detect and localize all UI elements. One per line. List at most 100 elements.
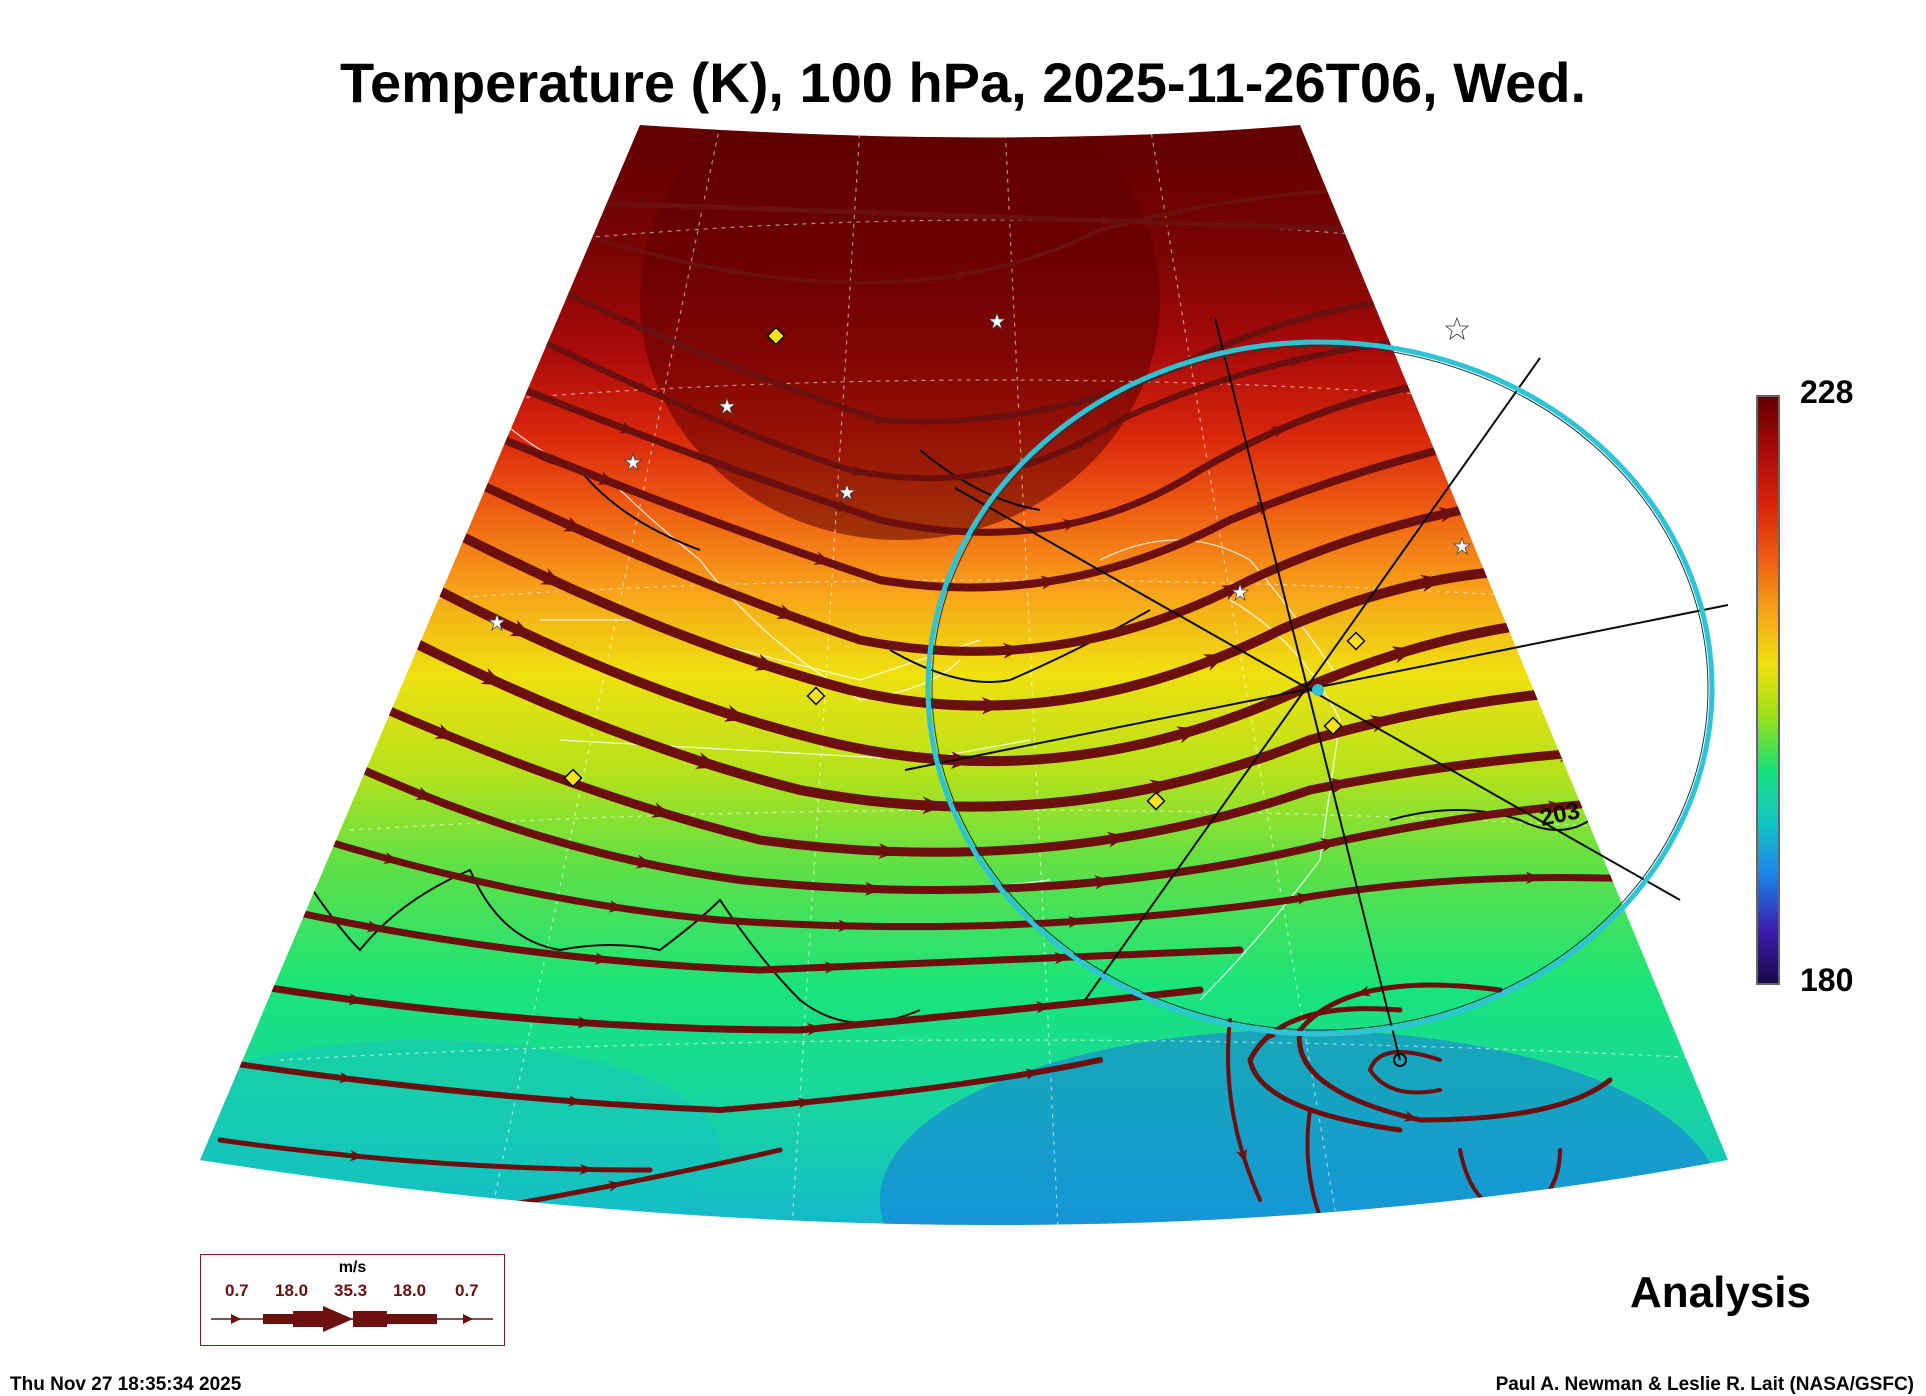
- star-marker: [1230, 582, 1250, 602]
- streamline-arrowhead: [1420, 574, 1444, 592]
- streamline-arrowhead: [1220, 584, 1243, 601]
- streamline-arrowhead: [1403, 1110, 1419, 1122]
- star-marker: [987, 311, 1007, 331]
- streamline-arrowhead: [1094, 875, 1113, 890]
- streamline-arrowhead: [864, 881, 883, 896]
- streamline-arrowhead: [1074, 438, 1090, 450]
- streamline-arrowhead: [568, 1095, 583, 1107]
- warm-core: [640, 125, 1160, 540]
- streamline-arrowhead: [651, 802, 673, 818]
- streamline-arrowhead: [1175, 206, 1191, 218]
- star-marker: [487, 612, 507, 632]
- streamline-arrowhead: [383, 851, 400, 864]
- legend-value: 0.7: [455, 1281, 479, 1300]
- streamline-arrowhead: [619, 421, 636, 434]
- timestamp: Thu Nov 27 18:35:34 2025: [10, 1374, 242, 1395]
- streamline-arrowhead: [695, 752, 719, 769]
- streamline-arrowhead: [594, 952, 611, 965]
- streamline-arrowhead: [1062, 519, 1079, 532]
- streamline-arrowhead: [1255, 502, 1275, 516]
- streamline-arrowhead: [349, 1150, 364, 1162]
- streamline-arrowhead: [1100, 214, 1115, 226]
- legend-arrow-scale: [211, 1306, 493, 1332]
- cool-region: [200, 1040, 720, 1225]
- diamond-marker: [766, 326, 786, 346]
- streamline-arrowhead: [1356, 985, 1372, 997]
- vortex-ring-inner: [931, 345, 1709, 1031]
- streamline-arrowhead: [577, 1016, 594, 1029]
- colorbar-max-label: 228: [1800, 374, 1854, 410]
- streamline-arrowhead: [1330, 222, 1345, 235]
- streamline-arrowhead: [366, 920, 383, 933]
- streamline-arrowhead: [1391, 646, 1416, 664]
- streamline-arrowhead: [1054, 951, 1070, 965]
- streamline-arrowhead: [348, 993, 365, 1006]
- streamline-arrowhead: [922, 796, 945, 815]
- map-title: Temperature (K), 100 hPa, 2025-11-26T06,…: [339, 51, 1587, 114]
- streamline-arrowhead: [1236, 1147, 1247, 1164]
- streamline-arrowhead: [838, 919, 854, 932]
- streamline-arrowhead: [434, 723, 456, 739]
- streamline-arrowhead: [870, 206, 885, 218]
- streamline-arrowhead: [723, 704, 748, 722]
- streamline-arrowhead: [563, 516, 585, 532]
- legend-value: 0.7: [225, 1281, 249, 1300]
- streamline-arrowhead: [776, 603, 798, 619]
- streamline-arrowhead: [950, 751, 973, 769]
- star-marker: [837, 482, 857, 502]
- site-diamond-markers: [563, 326, 1366, 811]
- low-center-marker: [1393, 1053, 1407, 1067]
- streamline-arrowhead: [981, 696, 1004, 715]
- streamline-arrowhead: [1438, 507, 1460, 523]
- streamline-arrowhead: [480, 668, 504, 686]
- site-star-markers: [487, 311, 1472, 632]
- streamline-arrowhead: [1035, 1001, 1052, 1014]
- analysis-label: Analysis: [1630, 1268, 1811, 1317]
- streamline-arrowhead: [607, 1180, 623, 1192]
- streamline-arrowhead: [813, 551, 833, 565]
- streamline-arrowhead: [1176, 726, 1200, 744]
- wind-speed-legend: m/s 0.7 18.0 35.3 18.0 0.7: [200, 1254, 505, 1346]
- streamline-arrowhead: [754, 653, 778, 671]
- credit: Paul A. Newman & Leslie R. Lait (NASA/GS…: [1495, 1374, 1914, 1395]
- streamline-arrowhead: [540, 568, 564, 586]
- streamline-arrowhead: [797, 1097, 812, 1109]
- legend-value: 35.3: [334, 1281, 368, 1300]
- colorbar: [1756, 395, 1780, 985]
- streamline-arrowhead: [1106, 831, 1128, 848]
- streamline-arrowhead: [608, 900, 625, 913]
- diamond-marker: [1346, 631, 1366, 651]
- streamline-arrowhead: [1025, 1068, 1040, 1080]
- streamline-arrowhead: [1270, 426, 1288, 439]
- streamline-arrowhead: [1547, 800, 1566, 815]
- streamline-arrowhead: [339, 1072, 354, 1084]
- streamline-arrowhead: [640, 198, 655, 210]
- colorbar-min-label: 180: [1800, 962, 1854, 998]
- streamline-arrowhead: [1262, 1027, 1278, 1042]
- streamline-arrowhead: [851, 464, 866, 477]
- streamline-arrowhead: [726, 264, 742, 276]
- streamline-arrowhead: [1320, 838, 1339, 852]
- star-marker: [623, 452, 643, 472]
- streamline-arrowhead: [1296, 892, 1313, 905]
- vortex-ring: [925, 339, 1715, 1037]
- streamline-arrowhead: [1203, 654, 1227, 671]
- cold-region: [880, 1030, 1720, 1225]
- streamline-arrowhead: [955, 269, 971, 282]
- star-marker: [1452, 536, 1472, 556]
- streamline-arrowhead: [1067, 915, 1084, 929]
- legend-unit: m/s: [338, 1259, 367, 1276]
- streamline-arrowhead: [415, 786, 435, 800]
- ring-center-marker: [1312, 684, 1324, 696]
- streamline-arrowhead: [878, 843, 899, 859]
- streamline-arrowhead: [597, 471, 617, 485]
- diamond-marker: [806, 686, 826, 706]
- streamline-arrowhead: [509, 619, 534, 638]
- streamline-arrowhead: [1040, 575, 1059, 590]
- streamline-arrowhead: [1002, 642, 1023, 659]
- streamline-arrowhead: [1288, 356, 1304, 368]
- star-marker: [1444, 316, 1470, 340]
- star-marker: [717, 396, 737, 416]
- diamond-marker: [1323, 716, 1343, 736]
